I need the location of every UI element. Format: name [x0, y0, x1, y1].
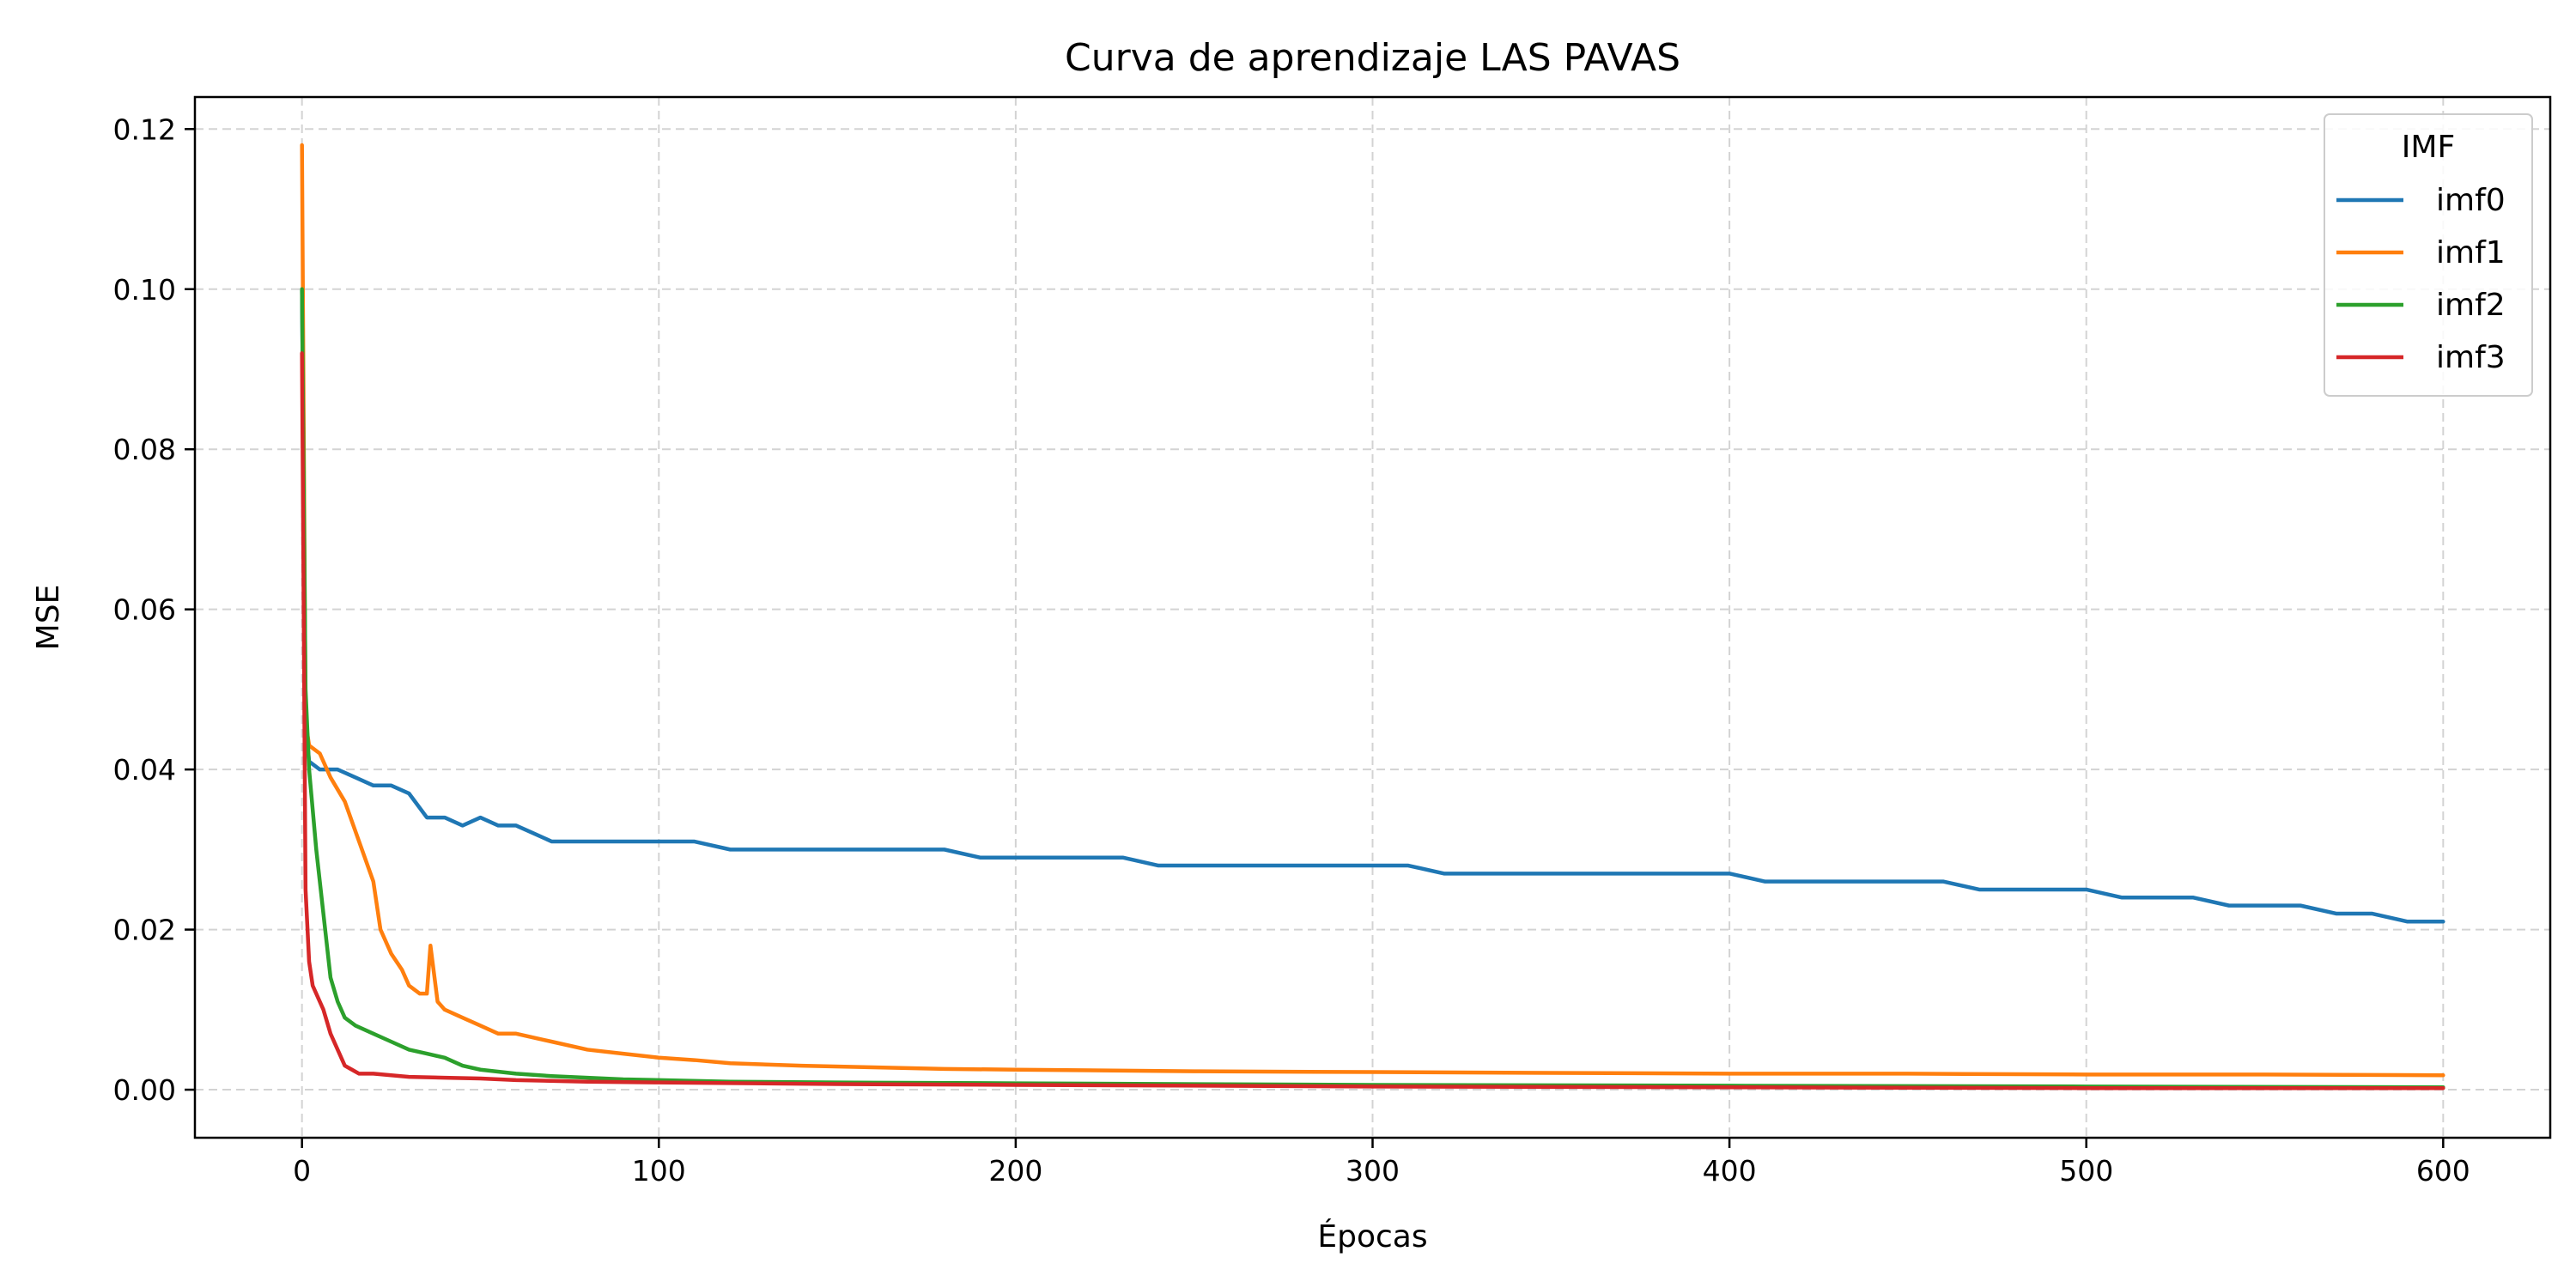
x-tick-label: 500: [2059, 1154, 2113, 1188]
legend-box: [2324, 113, 2533, 397]
legend-label-imf1: imf1: [2436, 235, 2506, 270]
x-tick-label: 300: [1346, 1154, 1400, 1188]
grid-layer: [195, 97, 2550, 1138]
series-line-imf0: [300, 287, 2445, 924]
legend-items: imf0 imf1 imf2 imf3: [2336, 183, 2506, 375]
x-tick-label: 0: [293, 1154, 311, 1188]
x-tick-label: 100: [632, 1154, 686, 1188]
y-tick-label: 0.10: [113, 273, 176, 307]
chart-title: Curva de aprendizaje LAS PAVAS: [1065, 36, 1680, 80]
x-tick-label: 600: [2416, 1154, 2470, 1188]
legend-label-imf0: imf0: [2436, 183, 2506, 218]
x-tick-label: 200: [988, 1154, 1042, 1188]
y-tick-label: 0.12: [113, 112, 176, 146]
y-axis-title: MSE: [31, 585, 66, 651]
legend-label-imf2: imf2: [2436, 288, 2506, 323]
legend-label-imf3: imf3: [2436, 340, 2506, 375]
y-tick-label: 0.00: [113, 1073, 176, 1107]
series-line-imf1: [300, 143, 2445, 1078]
series-line-imf3: [300, 351, 2445, 1091]
y-tick-label: 0.04: [113, 753, 176, 787]
legend: IMF imf0 imf1 imf2 imf3: [2324, 113, 2533, 397]
series-layer: [300, 143, 2445, 1091]
tick-layer: 0 100 200 300 400 500 600 0.00 0.02 0.04 0.06 0.08 0…: [113, 112, 2470, 1188]
y-tick-label: 0.02: [113, 914, 176, 947]
x-tick-label: 400: [1703, 1154, 1757, 1188]
y-tick-label: 0.06: [113, 593, 176, 627]
legend-title: IMF: [2402, 130, 2455, 165]
x-axis-title: Épocas: [1317, 1218, 1427, 1255]
y-tick-label: 0.08: [113, 433, 176, 466]
